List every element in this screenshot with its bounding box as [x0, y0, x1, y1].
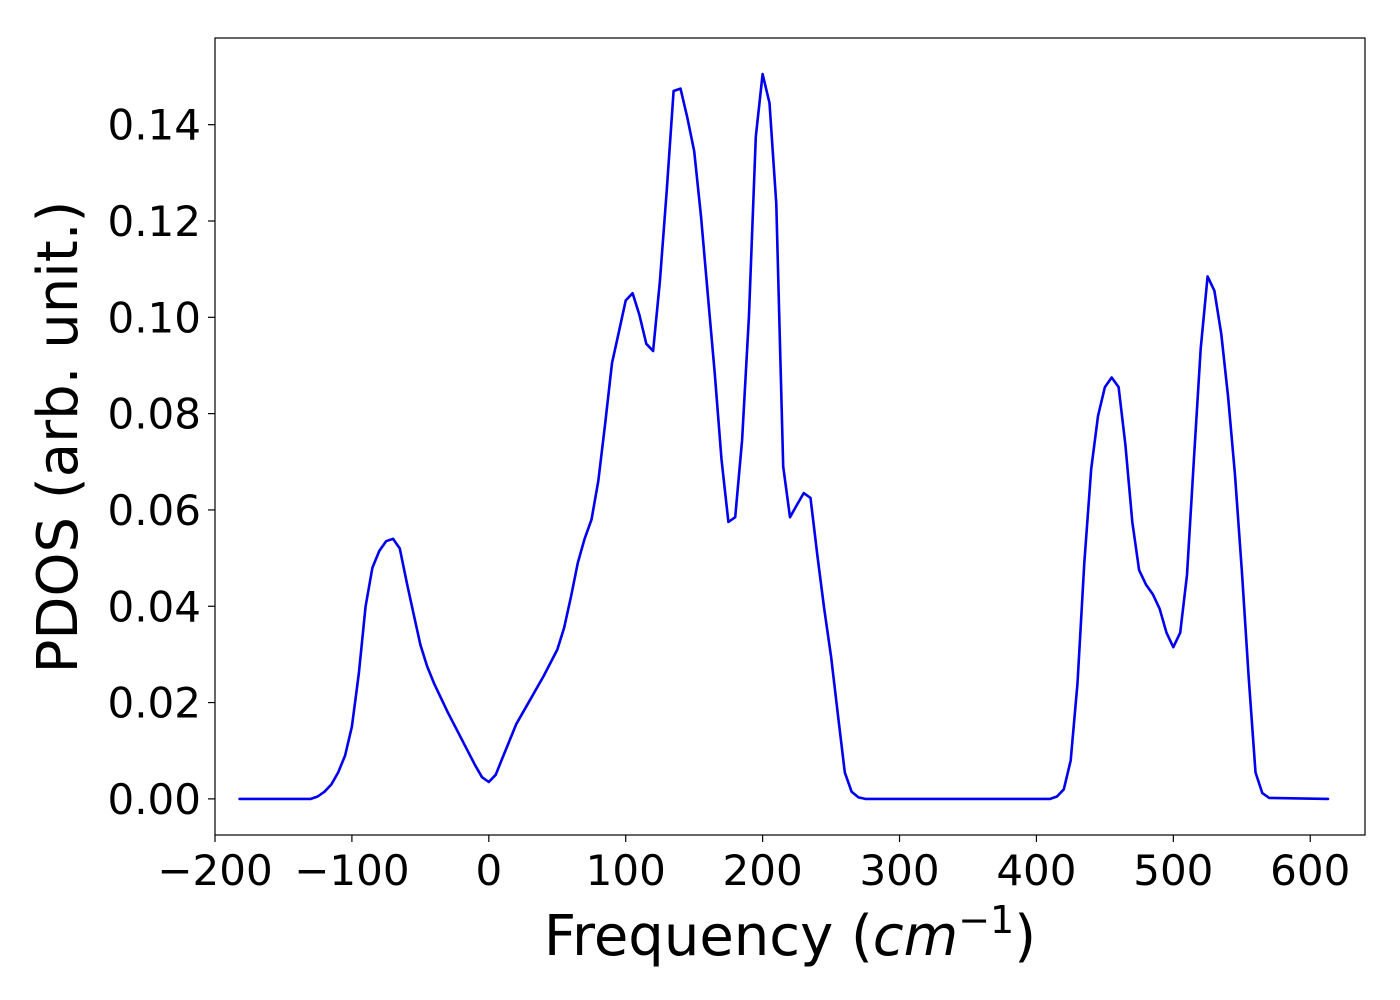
x-axis-label-exponent: −1 [958, 898, 1014, 942]
x-tick-label: 0 [475, 846, 502, 895]
y-axis-label: PDOS (arb. unit.) [26, 201, 91, 674]
x-axis-label: Frequency (cm−1) [544, 898, 1036, 969]
plot-area [215, 38, 1365, 835]
x-tick-label: 500 [1133, 846, 1213, 895]
y-tick-label: 0.10 [107, 293, 201, 342]
y-axis-ticks: 0.00 0.02 0.04 0.06 0.08 0.10 0.12 0.14 [107, 101, 215, 824]
plot-frame [214, 37, 1366, 836]
y-tick-label: 0.00 [107, 775, 201, 824]
y-tick-label: 0.04 [107, 582, 201, 631]
x-axis-label-close: ) [1014, 904, 1036, 969]
y-tick-label: 0.08 [107, 390, 201, 439]
x-tick-label: 600 [1270, 846, 1350, 895]
x-axis-ticks: −200 −100 0 100 200 300 400 500 600 [157, 835, 1350, 895]
x-tick-label: −100 [294, 846, 409, 895]
x-axis-label-text: Frequency ( [544, 904, 873, 969]
y-tick-label: 0.12 [107, 197, 201, 246]
x-tick-label: 400 [996, 846, 1076, 895]
x-tick-label: −200 [157, 846, 272, 895]
y-tick-label: 0.02 [107, 679, 201, 728]
x-tick-label: 100 [586, 846, 666, 895]
x-tick-label: 300 [859, 846, 939, 895]
y-tick-label: 0.14 [107, 101, 201, 150]
x-tick-label: 200 [723, 846, 803, 895]
pdos-series-line [238, 72, 1330, 801]
y-tick-label: 0.06 [107, 486, 201, 535]
series-layer [238, 72, 1330, 801]
x-axis-label-unit: cm [873, 904, 958, 969]
